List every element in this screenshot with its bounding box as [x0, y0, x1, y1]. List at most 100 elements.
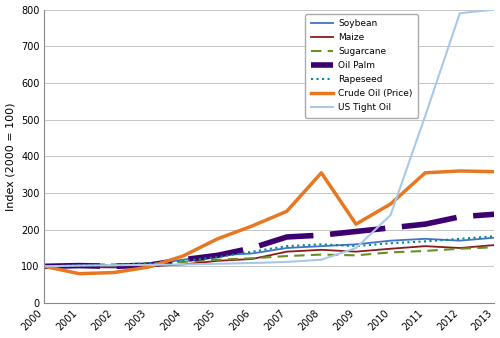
Legend: Soybean, Maize, Sugarcane, Oil Palm, Rapeseed, Crude Oil (Price), US Tight Oil: Soybean, Maize, Sugarcane, Oil Palm, Rap…	[306, 14, 418, 118]
Rapeseed	[422, 239, 428, 243]
Maize	[353, 250, 359, 254]
Soybean	[146, 263, 152, 267]
US Tight Oil	[353, 246, 359, 250]
Rapeseed	[146, 261, 152, 265]
US Tight Oil	[146, 263, 152, 267]
Soybean	[180, 258, 186, 262]
Crude Oil (Price)	[180, 254, 186, 258]
Sugarcane	[353, 253, 359, 257]
Sugarcane	[76, 263, 82, 267]
US Tight Oil	[457, 11, 463, 15]
Rapeseed	[318, 242, 324, 246]
Soybean	[388, 239, 394, 243]
Soybean	[249, 251, 255, 256]
Oil Palm	[353, 230, 359, 234]
Oil Palm	[318, 233, 324, 237]
Crude Oil (Price)	[388, 202, 394, 206]
Maize	[214, 259, 220, 263]
Soybean	[42, 264, 48, 268]
Sugarcane	[42, 264, 48, 268]
Crude Oil (Price)	[42, 264, 48, 268]
Sugarcane	[284, 254, 290, 258]
Oil Palm	[422, 222, 428, 226]
Oil Palm	[457, 215, 463, 219]
Crude Oil (Price)	[318, 171, 324, 175]
US Tight Oil	[492, 7, 498, 11]
Crude Oil (Price)	[76, 272, 82, 276]
Oil Palm	[76, 264, 82, 268]
US Tight Oil	[318, 258, 324, 262]
US Tight Oil	[110, 263, 116, 267]
Oil Palm	[146, 263, 152, 267]
Maize	[422, 244, 428, 248]
Maize	[388, 247, 394, 251]
Rapeseed	[214, 255, 220, 259]
Crude Oil (Price)	[284, 209, 290, 213]
Sugarcane	[492, 245, 498, 249]
Soybean	[318, 244, 324, 248]
Crude Oil (Price)	[353, 222, 359, 226]
Line: Sugarcane: Sugarcane	[44, 247, 494, 266]
Soybean	[457, 239, 463, 243]
Y-axis label: Index (2000 = 100): Index (2000 = 100)	[6, 102, 16, 211]
Sugarcane	[388, 250, 394, 255]
Soybean	[284, 246, 290, 250]
US Tight Oil	[249, 261, 255, 265]
Line: Maize: Maize	[44, 245, 494, 267]
Soybean	[214, 253, 220, 257]
Maize	[146, 264, 152, 268]
Oil Palm	[214, 253, 220, 257]
Maize	[492, 243, 498, 247]
Rapeseed	[388, 241, 394, 245]
Maize	[42, 264, 48, 268]
Line: Oil Palm: Oil Palm	[44, 214, 494, 266]
US Tight Oil	[42, 264, 48, 268]
Rapeseed	[284, 244, 290, 248]
Sugarcane	[214, 258, 220, 262]
Rapeseed	[249, 250, 255, 254]
US Tight Oil	[214, 262, 220, 266]
Crude Oil (Price)	[146, 265, 152, 269]
Oil Palm	[249, 246, 255, 250]
Rapeseed	[76, 264, 82, 268]
Sugarcane	[110, 263, 116, 267]
Line: Soybean: Soybean	[44, 238, 494, 266]
Crude Oil (Price)	[422, 171, 428, 175]
Crude Oil (Price)	[492, 170, 498, 174]
Oil Palm	[180, 258, 186, 262]
Oil Palm	[284, 235, 290, 239]
Rapeseed	[180, 259, 186, 263]
US Tight Oil	[180, 263, 186, 267]
Crude Oil (Price)	[110, 270, 116, 274]
Maize	[457, 246, 463, 250]
Maize	[180, 263, 186, 267]
Rapeseed	[457, 237, 463, 241]
Line: Rapeseed: Rapeseed	[44, 236, 494, 266]
Sugarcane	[457, 247, 463, 251]
Maize	[76, 265, 82, 269]
US Tight Oil	[388, 213, 394, 217]
Sugarcane	[146, 261, 152, 265]
Oil Palm	[42, 264, 48, 268]
Sugarcane	[249, 256, 255, 260]
Rapeseed	[492, 234, 498, 238]
Rapeseed	[353, 244, 359, 248]
Crude Oil (Price)	[214, 237, 220, 241]
Oil Palm	[110, 264, 116, 268]
Sugarcane	[318, 252, 324, 257]
Soybean	[353, 242, 359, 246]
Soybean	[422, 237, 428, 241]
Soybean	[76, 263, 82, 267]
Line: Crude Oil (Price): Crude Oil (Price)	[44, 171, 494, 274]
Soybean	[492, 236, 498, 240]
Sugarcane	[422, 249, 428, 253]
Maize	[318, 248, 324, 252]
Line: US Tight Oil: US Tight Oil	[44, 9, 494, 266]
Maize	[284, 250, 290, 254]
Maize	[110, 265, 116, 269]
Oil Palm	[388, 226, 394, 230]
Crude Oil (Price)	[249, 224, 255, 228]
US Tight Oil	[422, 114, 428, 118]
Sugarcane	[180, 260, 186, 264]
Rapeseed	[110, 263, 116, 267]
